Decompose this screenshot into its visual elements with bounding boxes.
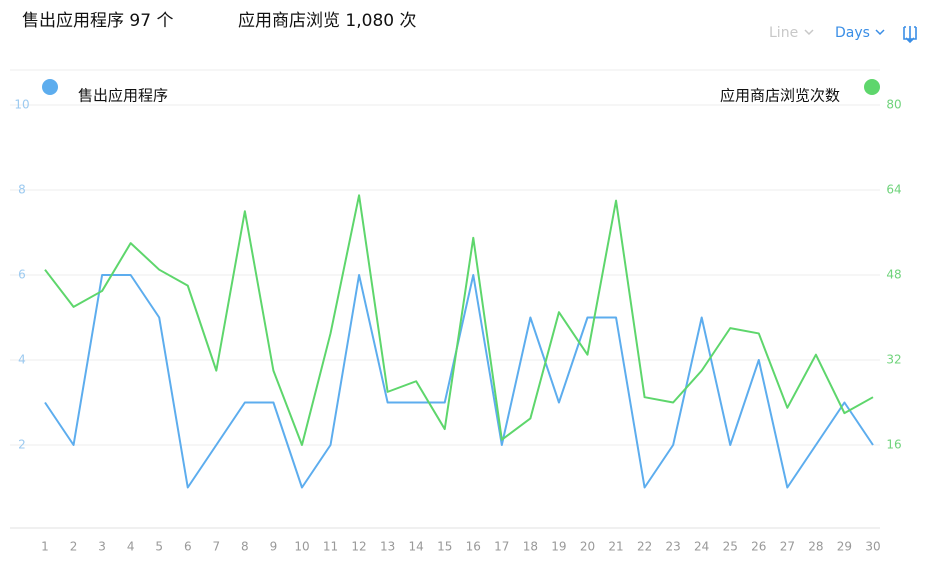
- x-tick-label: 9: [270, 540, 278, 554]
- x-tick-label: 5: [155, 540, 163, 554]
- x-tick-label: 22: [637, 540, 652, 554]
- x-tick-label: 8: [241, 540, 249, 554]
- x-tick-label: 13: [380, 540, 395, 554]
- series-line: [44, 194, 874, 446]
- legend-label: 售出应用程序: [78, 87, 168, 105]
- x-tick-label: 20: [580, 540, 595, 554]
- y2-tick-label: 64: [886, 183, 901, 197]
- chart-type-label[interactable]: Line: [769, 25, 798, 41]
- x-tick-label: 7: [212, 540, 220, 554]
- y-tick-label: 8: [18, 183, 26, 197]
- download-button[interactable]: [903, 26, 917, 44]
- download-icon[interactable]: [903, 26, 917, 44]
- period-control[interactable]: Days: [835, 25, 885, 41]
- x-tick-label: 21: [608, 540, 623, 554]
- x-tick-label: 1: [41, 540, 49, 554]
- series-line: [44, 274, 874, 489]
- x-tick-label: 19: [551, 540, 566, 554]
- y2-tick-label: 80: [886, 98, 901, 112]
- y2-tick-label: 16: [886, 438, 901, 452]
- x-tick-label: 4: [127, 540, 135, 554]
- x-tick-label: 6: [184, 540, 192, 554]
- y-tick-label: 10: [14, 98, 29, 112]
- x-tick-label: 23: [665, 540, 680, 554]
- x-tick-label: 26: [751, 540, 766, 554]
- x-tick-label: 24: [694, 540, 709, 554]
- x-tick-label: 29: [837, 540, 852, 554]
- x-tick-label: 30: [865, 540, 880, 554]
- chevron: [804, 29, 814, 36]
- x-tick-label: 3: [98, 540, 106, 554]
- period-label[interactable]: Days: [835, 25, 870, 41]
- y2-tick-label: 48: [886, 268, 901, 282]
- x-tick-label: 14: [409, 540, 424, 554]
- x-tick-label: 18: [523, 540, 538, 554]
- chevron: [875, 29, 885, 36]
- x-tick-label: 2: [70, 540, 78, 554]
- x-tick-label: 25: [723, 540, 738, 554]
- y-tick-label: 6: [18, 268, 26, 282]
- x-tick-label: 10: [294, 540, 309, 554]
- x-tick-label: 17: [494, 540, 509, 554]
- x-tick-label: 12: [351, 540, 366, 554]
- x-tick-label: 11: [323, 540, 338, 554]
- y-tick-label: 2: [18, 438, 26, 452]
- chart-type-control[interactable]: Line: [769, 25, 814, 41]
- summary-sales: 售出应用程序 97 个: [22, 11, 173, 31]
- x-tick-label: 28: [808, 540, 823, 554]
- x-tick-label: 15: [437, 540, 452, 554]
- summary-views: 应用商店浏览 1,080 次: [238, 11, 416, 31]
- x-tick-label: 16: [466, 540, 481, 554]
- legend-marker: [864, 79, 880, 95]
- y-tick-label: 4: [18, 353, 26, 367]
- legend-label: 应用商店浏览次数: [720, 87, 840, 105]
- x-tick-label: 27: [780, 540, 795, 554]
- y2-tick-label: 32: [886, 353, 901, 367]
- legend-marker: [42, 79, 58, 95]
